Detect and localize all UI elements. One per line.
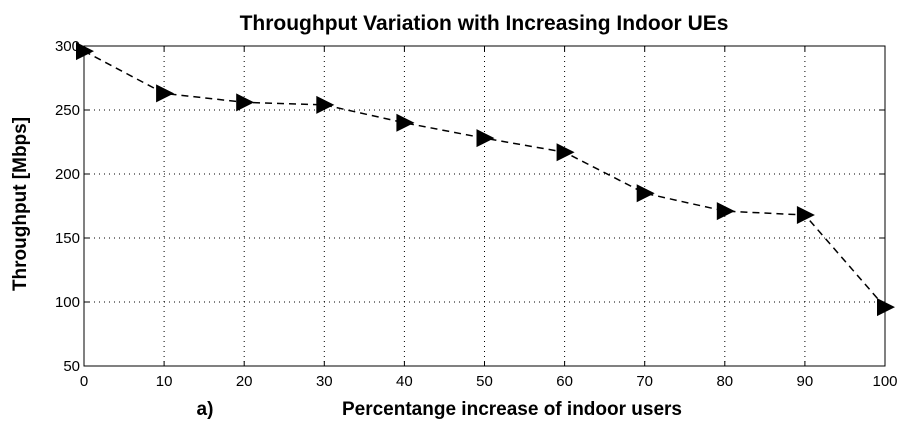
x-tick-label: 10 [156,373,173,390]
x-tick-labels: 0 10 20 30 40 50 60 70 80 90 100 [80,373,898,390]
x-tick-label: 80 [716,373,733,390]
y-tick-label: 300 [55,38,80,55]
x-axis-label: Percentange increase of indoor users [342,399,682,420]
data-point [316,95,335,114]
x-tick-label: 60 [556,373,573,390]
data-point [716,202,735,221]
data-point [156,84,175,103]
x-tick-label: 70 [636,373,653,390]
grid-lines [84,46,885,366]
chart-title: Throughput Variation with Increasing Ind… [240,12,729,35]
data-point [396,113,415,132]
y-tick-label: 200 [55,166,80,183]
data-point [877,298,895,317]
x-tick-label: 0 [80,373,88,390]
series-line [83,50,886,308]
series-markers [76,42,895,317]
x-tick-label: 20 [236,373,253,390]
data-point [636,184,655,203]
data-point [556,143,575,162]
data-point [236,93,255,112]
data-point [476,129,495,148]
x-tick-label: 100 [872,373,897,390]
x-tick-label: 30 [316,373,333,390]
y-tick-label: 150 [55,230,80,247]
x-tick-label: 40 [396,373,413,390]
axis-ticks [83,45,886,367]
y-axis-label: Throughput [Mbps] [10,117,31,291]
data-point [796,205,815,224]
x-axis-prefix: a) [197,399,214,420]
y-tick-label: 250 [55,102,80,119]
x-tick-label: 90 [797,373,814,390]
x-tick-label: 50 [476,373,493,390]
y-tick-label: 100 [55,294,80,311]
data-point [76,42,94,61]
y-tick-labels: 50 100 150 200 250 300 [55,38,80,375]
y-tick-label: 50 [63,358,80,375]
series-group [76,42,895,317]
